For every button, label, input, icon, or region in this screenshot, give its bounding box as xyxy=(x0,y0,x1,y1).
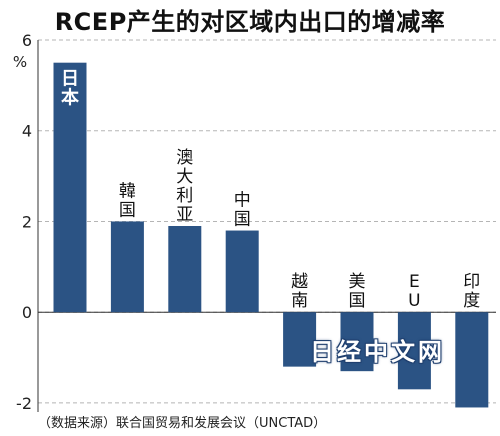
source-note: （数据来源）联合国贸易和发展会议（UNCTAD） xyxy=(38,416,327,431)
category-label: 韓 xyxy=(119,181,136,201)
bar xyxy=(283,312,317,367)
category-label: 澳 xyxy=(176,148,193,168)
bar xyxy=(397,312,431,390)
category-label: 本 xyxy=(61,87,79,109)
y-tick-label: 2 xyxy=(22,212,32,231)
category-label: 南 xyxy=(291,291,308,311)
category-label: 利 xyxy=(176,186,193,206)
bar xyxy=(455,312,489,408)
bar xyxy=(225,230,259,313)
y-axis-unit: % xyxy=(13,53,27,71)
watermark: 日经中文网 xyxy=(310,338,445,366)
y-tick-label: 0 xyxy=(22,303,32,322)
category-label: 中 xyxy=(234,191,251,211)
bar xyxy=(110,221,144,313)
category-label: U xyxy=(408,291,420,311)
category-label: 国 xyxy=(349,291,366,311)
category-label: 亚 xyxy=(176,205,193,225)
category-label: 印 xyxy=(463,272,480,292)
category-label: 美 xyxy=(349,272,366,292)
y-tick-label: 6 xyxy=(22,31,32,50)
y-tick-label: 4 xyxy=(22,122,32,141)
chart-title: RCEP产生的对区域内出口的增减率 xyxy=(54,8,446,36)
category-label: 大 xyxy=(176,167,193,187)
bar xyxy=(53,62,87,313)
y-tick-label: -2 xyxy=(16,394,32,413)
category-label: 越 xyxy=(291,272,308,292)
bar xyxy=(168,226,202,313)
bar xyxy=(340,312,374,372)
category-label: 度 xyxy=(463,291,480,311)
category-label: 日 xyxy=(61,69,79,90)
category-label: 国 xyxy=(234,210,251,230)
category-label: E xyxy=(409,272,420,292)
category-label: 国 xyxy=(119,200,136,220)
